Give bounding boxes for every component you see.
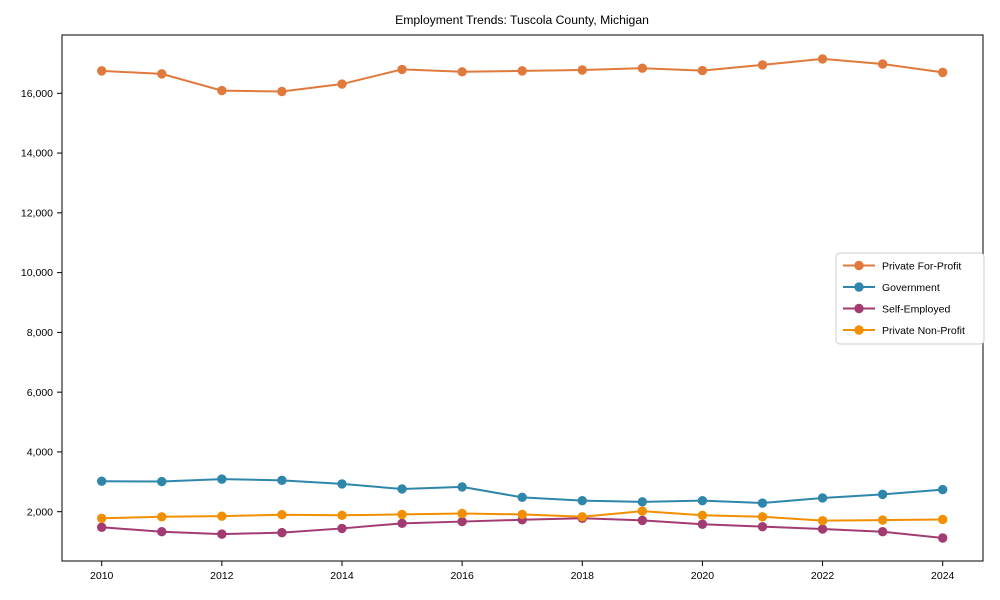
data-point: [157, 476, 167, 487]
legend-label: Private Non-Profit: [882, 325, 965, 337]
legend: Private For-Profit Government Self-Employe…: [835, 252, 985, 345]
x-tick-label: 2010: [90, 570, 114, 582]
data-point: [877, 59, 888, 69]
x-tick-label: 2022: [811, 570, 835, 582]
legend-marker-icon: [854, 303, 864, 314]
data-point: [397, 509, 407, 520]
data-point: [337, 479, 347, 489]
data-point: [637, 497, 648, 507]
legend-label: Self-Employed: [882, 303, 950, 315]
legend-label: Private For-Profit: [882, 260, 961, 272]
data-point: [938, 533, 948, 543]
data-point: [397, 484, 407, 494]
data-point: [757, 512, 768, 522]
data-point: [457, 516, 467, 527]
data-point: [277, 527, 287, 538]
data-point: [337, 510, 347, 520]
data-point: [97, 66, 107, 76]
legend-marker-icon: [854, 260, 864, 271]
data-point: [637, 63, 648, 73]
data-point: [817, 524, 828, 534]
data-point: [697, 510, 708, 520]
data-point: [877, 489, 888, 500]
data-point: [157, 527, 167, 537]
data-point: [157, 69, 167, 79]
legend-marker-icon: [854, 325, 864, 335]
data-point: [697, 519, 708, 529]
data-point: [637, 515, 648, 526]
y-tick-label: 8,000: [27, 327, 53, 339]
data-point: [217, 85, 227, 96]
data-point: [517, 492, 527, 503]
data-point: [817, 515, 828, 526]
x-tick-label: 2020: [691, 570, 715, 582]
data-point: [517, 66, 527, 76]
legend-label: Government: [882, 282, 940, 294]
x-tick-label: 2024: [931, 570, 955, 582]
data-point: [337, 79, 347, 89]
data-point: [757, 521, 768, 532]
data-series: [97, 54, 948, 543]
data-point: [157, 512, 167, 522]
x-tick-label: 2016: [450, 570, 474, 582]
y-tick-label: 2,000: [27, 506, 53, 518]
data-point: [577, 495, 587, 506]
data-point: [97, 522, 107, 532]
data-point: [938, 67, 948, 78]
legend-box: [835, 252, 985, 345]
axes: 2,000 4,000 6,000 8,000 10,000 12,000 14,000 16…: [21, 34, 984, 582]
data-point: [817, 493, 828, 503]
data-point: [397, 64, 407, 75]
data-point: [517, 509, 527, 520]
y-tick-label: 6,000: [27, 387, 53, 399]
data-point: [277, 475, 287, 486]
data-point: [877, 515, 888, 525]
data-point: [457, 508, 467, 519]
y-tick-label: 12,000: [21, 207, 53, 219]
data-point: [97, 476, 107, 486]
data-point: [397, 518, 407, 529]
data-point: [277, 86, 287, 97]
data-point: [697, 65, 708, 76]
legend-marker-icon: [854, 282, 864, 292]
y-tick-label: 10,000: [21, 267, 53, 279]
data-point: [757, 60, 768, 70]
data-point: [577, 512, 587, 522]
data-point: [217, 474, 227, 484]
data-point: [277, 509, 287, 520]
data-point: [817, 54, 828, 64]
y-tick-label: 16,000: [21, 88, 53, 100]
data-point: [457, 67, 467, 77]
data-point: [97, 513, 107, 523]
data-point: [757, 498, 768, 508]
data-point: [337, 523, 347, 534]
data-point: [217, 529, 227, 539]
x-tick-label: 2014: [330, 570, 354, 582]
y-tick-label: 14,000: [21, 148, 53, 160]
chart-title: Employment Trends: Tuscola County, Michi…: [395, 13, 649, 27]
data-point: [877, 527, 888, 537]
x-tick-label: 2018: [571, 570, 595, 582]
data-point: [457, 482, 467, 492]
data-point: [938, 514, 948, 525]
y-tick-label: 4,000: [27, 447, 53, 459]
data-point: [577, 65, 587, 75]
data-point: [938, 484, 948, 495]
x-tick-label: 2012: [210, 570, 234, 582]
data-point: [637, 506, 648, 516]
data-point: [697, 495, 708, 506]
data-point: [217, 511, 227, 521]
